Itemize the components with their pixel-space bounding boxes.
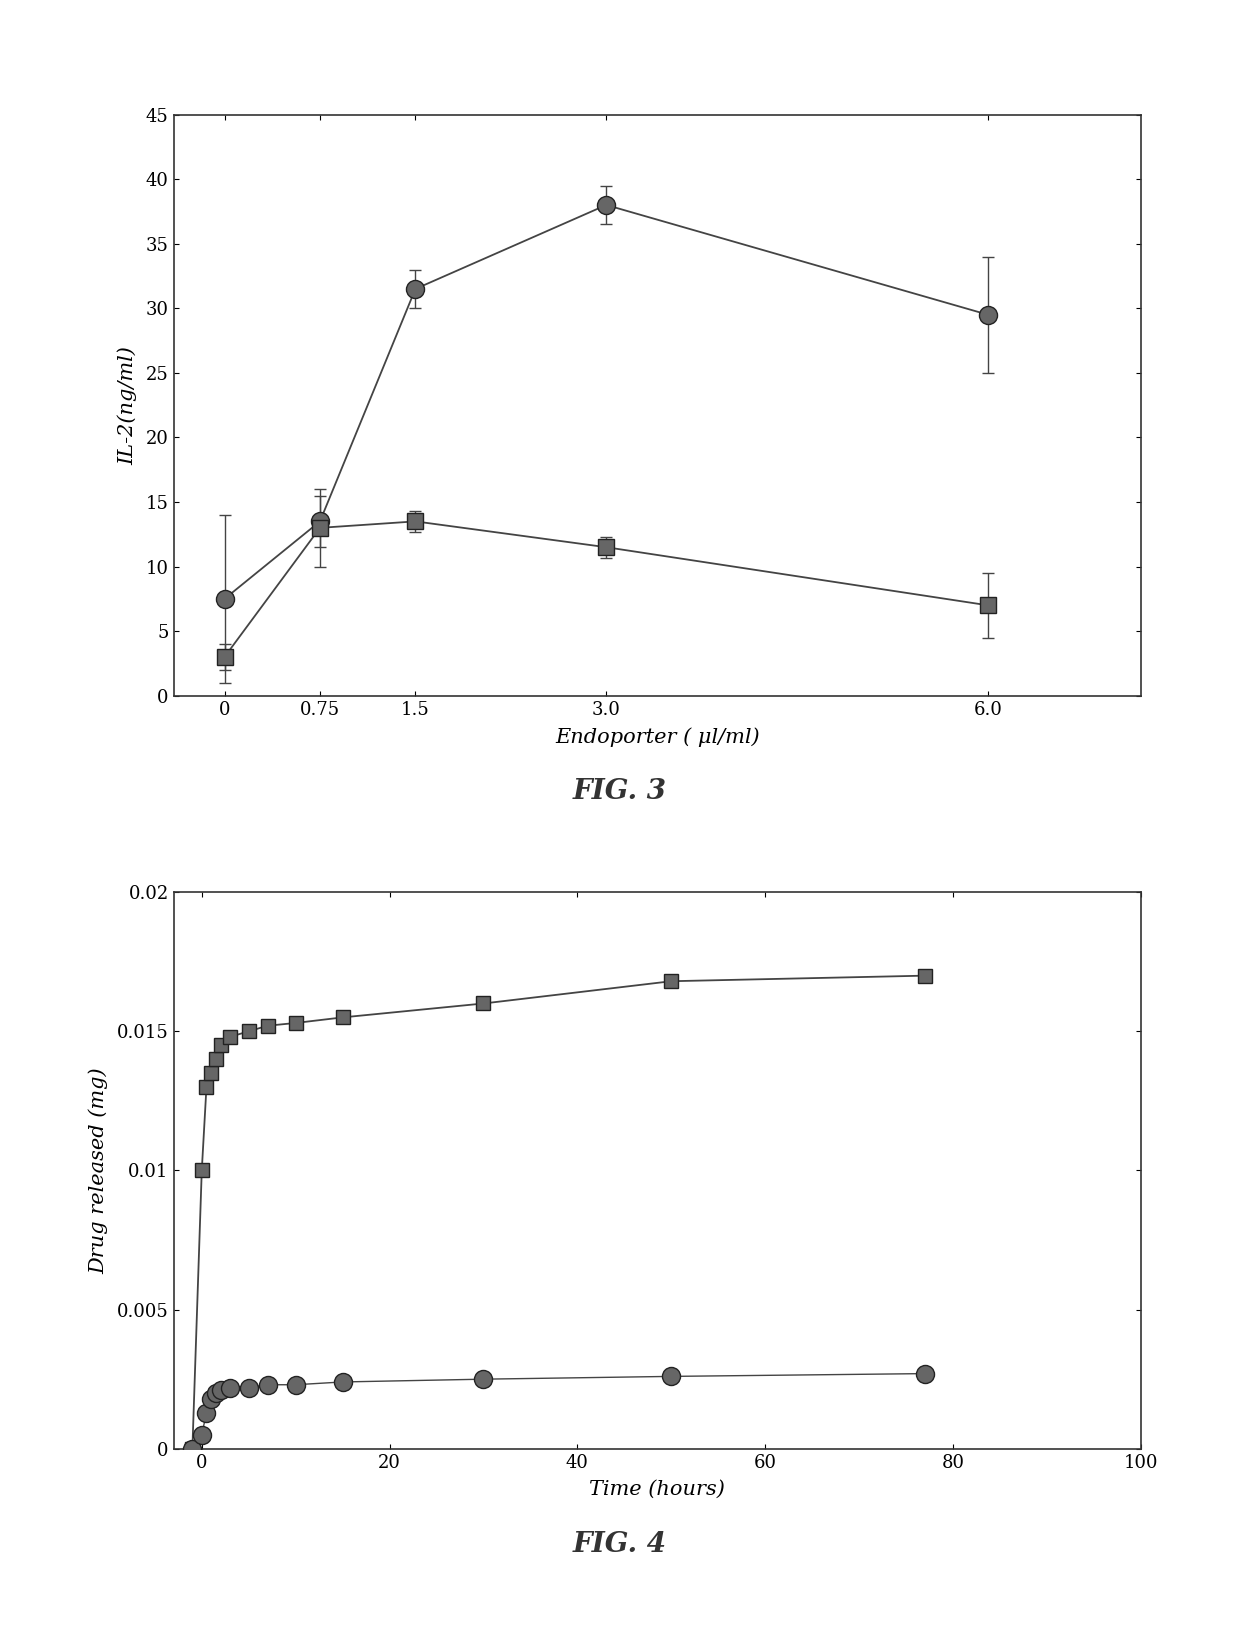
Y-axis label: IL-2(ng/ml): IL-2(ng/ml) xyxy=(118,345,138,465)
X-axis label: Time (hours): Time (hours) xyxy=(589,1480,725,1499)
Text: FIG. 3: FIG. 3 xyxy=(573,778,667,804)
X-axis label: Endoporter ( μl/ml): Endoporter ( μl/ml) xyxy=(554,727,760,746)
Text: FIG. 4: FIG. 4 xyxy=(573,1531,667,1557)
Y-axis label: Drug released (mg): Drug released (mg) xyxy=(89,1067,109,1274)
